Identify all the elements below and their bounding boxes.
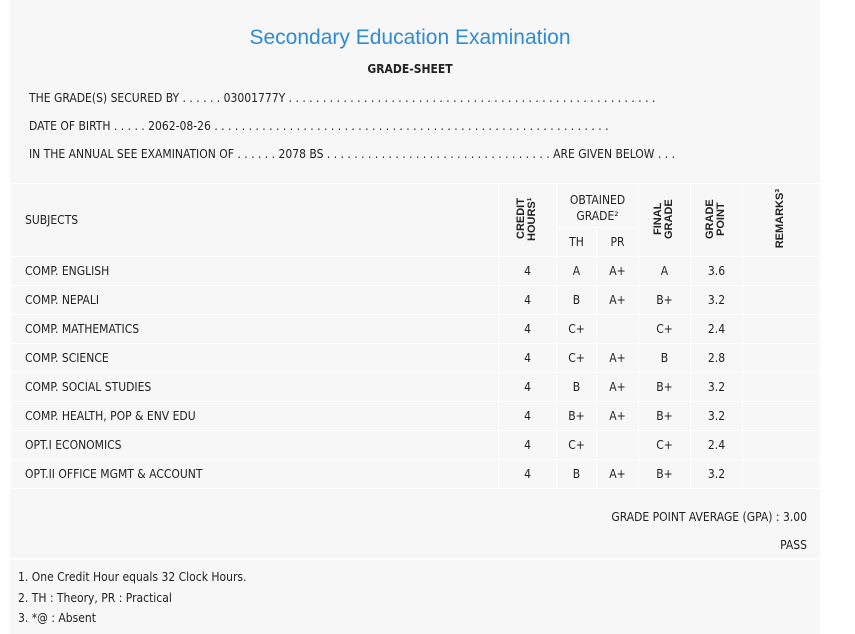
cell-pr [596, 314, 639, 344]
header-obtained: OBTAINED GRADE² [556, 183, 639, 228]
header-final: FINAL GRADE [638, 183, 691, 257]
exam-line: IN THE ANNUAL SEE EXAMINATION OF . . . .… [29, 147, 676, 161]
header-subjects: SUBJECTS [10, 183, 499, 257]
cell-remarks [742, 459, 819, 489]
header-pr: PR [596, 227, 639, 257]
cell-th: B [556, 285, 597, 315]
cell-pr: A+ [596, 401, 639, 431]
cell-credit: 4 [498, 285, 557, 315]
table-row: COMP. ENGLISH 4 A A+ A 3.6 [10, 256, 819, 286]
note-item: 1. One Credit Hour equals 32 Clock Hours… [18, 570, 247, 584]
cell-pr [596, 430, 639, 460]
header-th: TH [556, 227, 597, 257]
cell-credit: 4 [498, 256, 557, 286]
note-item: 3. *@ : Absent [18, 611, 96, 625]
header-credit: CREDIT HOURS¹ [498, 183, 557, 257]
cell-th: A [556, 256, 597, 286]
result-text: PASS [780, 538, 807, 552]
cell-pr: A+ [596, 459, 639, 489]
cell-subject: OPT.II OFFICE MGMT & ACCOUNT [10, 459, 499, 489]
cell-gp: 2.8 [690, 343, 743, 373]
cell-pr: A+ [596, 256, 639, 286]
cell-final: B+ [638, 372, 691, 402]
table-row: COMP. SCIENCE 4 C+ A+ B 2.8 [10, 343, 819, 373]
grades-table: SUBJECTS CREDIT HOURS¹ OBTAINED GRADE² F… [10, 183, 819, 489]
cell-th: B [556, 459, 597, 489]
table-row: COMP. NEPALI 4 B A+ B+ 3.2 [10, 285, 819, 315]
table-row: OPT.I ECONOMICS 4 C+ C+ 2.4 [10, 430, 819, 460]
header-remarks: REMARKS³ [742, 183, 819, 257]
cell-subject: COMP. SOCIAL STUDIES [10, 372, 499, 402]
cell-final: B+ [638, 285, 691, 315]
cell-remarks [742, 256, 819, 286]
cell-gp: 3.2 [690, 372, 743, 402]
cell-final: B+ [638, 401, 691, 431]
cell-credit: 4 [498, 401, 557, 431]
header-gp: GRADE POINT [690, 183, 743, 257]
cell-subject: COMP. MATHEMATICS [10, 314, 499, 344]
cell-remarks [742, 372, 819, 402]
cell-pr: A+ [596, 343, 639, 373]
cell-subject: COMP. NEPALI [10, 285, 499, 315]
cell-subject: COMP. HEALTH, POP & ENV EDU [10, 401, 499, 431]
table-row: OPT.II OFFICE MGMT & ACCOUNT 4 B A+ B+ 3.2 [10, 459, 819, 489]
cell-credit: 4 [498, 459, 557, 489]
cell-final: C+ [638, 430, 691, 460]
table-row: COMP. MATHEMATICS 4 C+ C+ 2.4 [10, 314, 819, 344]
cell-th: C+ [556, 343, 597, 373]
cell-credit: 4 [498, 314, 557, 344]
dob-line: DATE OF BIRTH . . . . . 2062-08-26 . . .… [29, 119, 609, 133]
cell-remarks [742, 285, 819, 315]
cell-pr: A+ [596, 372, 639, 402]
gpa-text: GRADE POINT AVERAGE (GPA) : 3.00 [611, 510, 807, 524]
cell-th: B+ [556, 401, 597, 431]
table-row: COMP. SOCIAL STUDIES 4 B A+ B+ 3.2 [10, 372, 819, 402]
table-row: COMP. HEALTH, POP & ENV EDU 4 B+ A+ B+ 3.2 [10, 401, 819, 431]
cell-subject: COMP. SCIENCE [10, 343, 499, 373]
cell-th: B [556, 372, 597, 402]
cell-remarks [742, 430, 819, 460]
cell-remarks [742, 401, 819, 431]
cell-final: C+ [638, 314, 691, 344]
page-title: Secondary Education Examination [249, 26, 571, 49]
cell-gp: 3.2 [690, 459, 743, 489]
cell-th: C+ [556, 314, 597, 344]
cell-credit: 4 [498, 372, 557, 402]
page-subtitle: GRADE-SHEET [367, 62, 453, 76]
cell-final: B [638, 343, 691, 373]
cell-final: A [638, 256, 691, 286]
cell-remarks [742, 343, 819, 373]
cell-subject: COMP. ENGLISH [10, 256, 499, 286]
cell-th: C+ [556, 430, 597, 460]
cell-credit: 4 [498, 430, 557, 460]
cell-pr: A+ [596, 285, 639, 315]
note-item: 2. TH : Theory, PR : Practical [18, 591, 172, 605]
cell-final: B+ [638, 459, 691, 489]
secured-by-line: THE GRADE(S) SECURED BY . . . . . . 0300… [29, 91, 656, 105]
cell-gp: 3.2 [690, 285, 743, 315]
cell-gp: 2.4 [690, 314, 743, 344]
cell-subject: OPT.I ECONOMICS [10, 430, 499, 460]
cell-gp: 3.2 [690, 401, 743, 431]
cell-credit: 4 [498, 343, 557, 373]
divider [10, 558, 820, 560]
cell-gp: 3.6 [690, 256, 743, 286]
cell-gp: 2.4 [690, 430, 743, 460]
cell-remarks [742, 314, 819, 344]
